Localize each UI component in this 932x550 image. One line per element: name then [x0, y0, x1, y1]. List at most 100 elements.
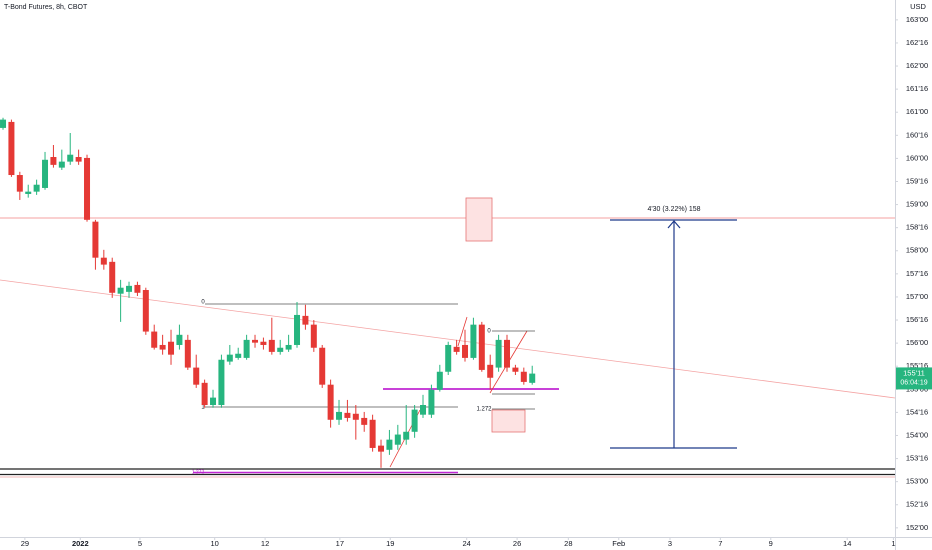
- x-tick-label: 1: [891, 539, 895, 548]
- candle-body: [277, 347, 284, 352]
- candle-body: [8, 121, 15, 176]
- candle-body: [0, 119, 7, 128]
- candle-body: [386, 439, 393, 450]
- target-zone: [465, 197, 493, 242]
- candle-body: [428, 389, 435, 415]
- x-tick-label: 28: [564, 539, 572, 548]
- candle-body: [235, 353, 242, 358]
- last-price-box: [896, 367, 932, 390]
- candle-body: [193, 367, 200, 385]
- candle-body: [226, 354, 233, 362]
- y-tick-label: 160'16: [906, 130, 928, 139]
- candle-body: [319, 347, 326, 385]
- candle-body: [33, 184, 40, 192]
- candle-body: [42, 159, 49, 188]
- candle-body: [512, 367, 519, 372]
- candle-body: [445, 344, 452, 372]
- candle-body: [336, 411, 343, 420]
- y-tick-label: 159'00: [906, 200, 928, 209]
- candle-body: [260, 341, 267, 345]
- y-tick-label: 154'16: [906, 407, 928, 416]
- candle-body: [504, 339, 511, 368]
- candle-body: [50, 157, 57, 165]
- x-tick-label: 2022: [72, 539, 89, 548]
- candle-body: [470, 324, 477, 358]
- fib-label: 1.272: [192, 469, 205, 475]
- candle-body: [453, 346, 460, 352]
- candle-body: [520, 371, 527, 382]
- candle-body: [100, 257, 107, 265]
- candle-body: [403, 431, 410, 440]
- zigzag: [457, 316, 468, 347]
- fib-label: 1.272: [476, 407, 492, 413]
- candle-body: [411, 409, 418, 432]
- candle-body: [495, 339, 502, 368]
- candle-body: [344, 412, 351, 418]
- candle-body: [109, 261, 116, 293]
- candles: [0, 117, 536, 468]
- y-tick-label: 156'16: [906, 315, 928, 324]
- candle-body: [462, 344, 469, 358]
- candle-body: [252, 339, 259, 343]
- candle-body: [142, 290, 149, 332]
- candle-body: [294, 314, 301, 345]
- candle-body: [75, 157, 82, 162]
- measure-label: 4'30 (3.22%) 158: [647, 206, 700, 213]
- candle-body: [218, 359, 225, 406]
- x-tick-label: 12: [261, 539, 269, 548]
- x-tick-label: 24: [463, 539, 471, 548]
- candle-body: [478, 324, 485, 370]
- last-price-label: 155'11: [903, 368, 925, 377]
- candle-body: [487, 364, 494, 378]
- y-tick-label: 161'16: [906, 84, 928, 93]
- candle-body: [378, 445, 385, 452]
- candle-body: [352, 413, 359, 420]
- y-tick-label: 152'16: [906, 500, 928, 509]
- candle-body: [210, 397, 217, 406]
- target-zone: [491, 409, 526, 433]
- fib-label: 0: [201, 300, 205, 306]
- y-tick-label: 154'00: [906, 430, 928, 439]
- trend-line: [0, 279, 896, 399]
- y-tick-label: 157'16: [906, 269, 928, 278]
- x-tick-label: 26: [513, 539, 521, 548]
- measure-arrowhead: [667, 220, 681, 229]
- x-tick-label: 17: [336, 539, 344, 548]
- candle-body: [394, 434, 401, 445]
- y-tick-label: 158'00: [906, 246, 928, 255]
- candle-body: [302, 315, 309, 325]
- y-tick-label: 152'00: [906, 523, 928, 532]
- candle-body: [327, 384, 334, 420]
- y-tick-label: 160'00: [906, 153, 928, 162]
- candle-body: [126, 285, 133, 292]
- x-tick-label: Feb: [612, 539, 625, 548]
- candle-body: [436, 371, 443, 390]
- candle-body: [168, 341, 175, 355]
- candle-body: [420, 405, 427, 415]
- fib-label: 1: [201, 405, 205, 411]
- candle-body: [285, 344, 292, 350]
- candle-body: [176, 334, 183, 345]
- fib-label: 0: [487, 329, 491, 335]
- y-tick-label: 153'16: [906, 454, 928, 463]
- x-tick-label: 3: [668, 539, 672, 548]
- x-tick-label: 19: [386, 539, 394, 548]
- y-tick-label: 162'00: [906, 61, 928, 70]
- x-tick-label: 29: [21, 539, 29, 548]
- candle-body: [16, 175, 23, 192]
- y-tick-label: 162'16: [906, 38, 928, 47]
- candle-body: [117, 287, 124, 294]
- candle-body: [25, 191, 32, 194]
- candle-body: [201, 382, 208, 406]
- candle-body: [92, 221, 99, 258]
- y-tick-label: 159'16: [906, 176, 928, 185]
- candle-body: [67, 154, 74, 162]
- y-tick-label: 155'16: [906, 361, 928, 370]
- chart-title: T-Bond Futures, 8h, CBOT: [4, 4, 88, 11]
- candle-body: [243, 339, 250, 358]
- candle-body: [151, 331, 158, 348]
- y-tick-label: 156'00: [906, 338, 928, 347]
- x-tick-label: 9: [769, 539, 773, 548]
